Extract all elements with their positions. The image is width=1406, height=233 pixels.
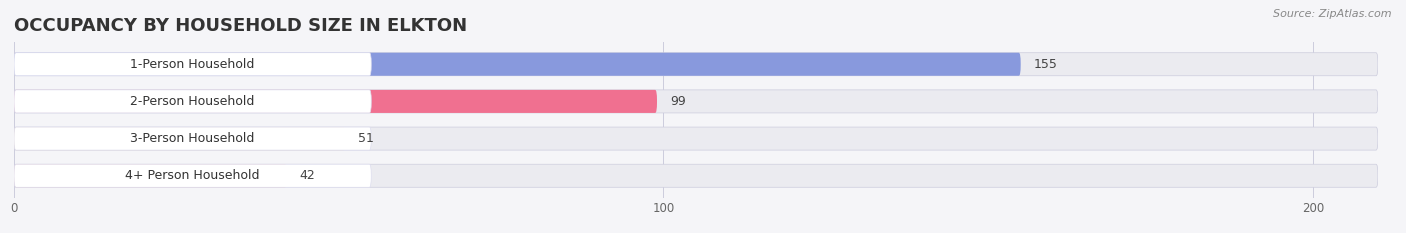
FancyBboxPatch shape — [14, 127, 346, 150]
Text: 155: 155 — [1033, 58, 1057, 71]
FancyBboxPatch shape — [14, 53, 1378, 76]
FancyBboxPatch shape — [14, 53, 1021, 76]
FancyBboxPatch shape — [14, 127, 1378, 150]
FancyBboxPatch shape — [14, 164, 1378, 187]
Text: 2-Person Household: 2-Person Household — [131, 95, 254, 108]
Text: 4+ Person Household: 4+ Person Household — [125, 169, 260, 182]
Text: 42: 42 — [299, 169, 315, 182]
Text: 51: 51 — [359, 132, 374, 145]
Text: OCCUPANCY BY HOUSEHOLD SIZE IN ELKTON: OCCUPANCY BY HOUSEHOLD SIZE IN ELKTON — [14, 17, 467, 35]
FancyBboxPatch shape — [14, 90, 371, 113]
FancyBboxPatch shape — [14, 90, 657, 113]
FancyBboxPatch shape — [14, 90, 1378, 113]
Text: Source: ZipAtlas.com: Source: ZipAtlas.com — [1274, 9, 1392, 19]
Text: 3-Person Household: 3-Person Household — [131, 132, 254, 145]
FancyBboxPatch shape — [14, 164, 287, 187]
FancyBboxPatch shape — [14, 164, 371, 187]
FancyBboxPatch shape — [14, 127, 371, 150]
Text: 1-Person Household: 1-Person Household — [131, 58, 254, 71]
FancyBboxPatch shape — [14, 53, 371, 76]
Text: 99: 99 — [671, 95, 686, 108]
